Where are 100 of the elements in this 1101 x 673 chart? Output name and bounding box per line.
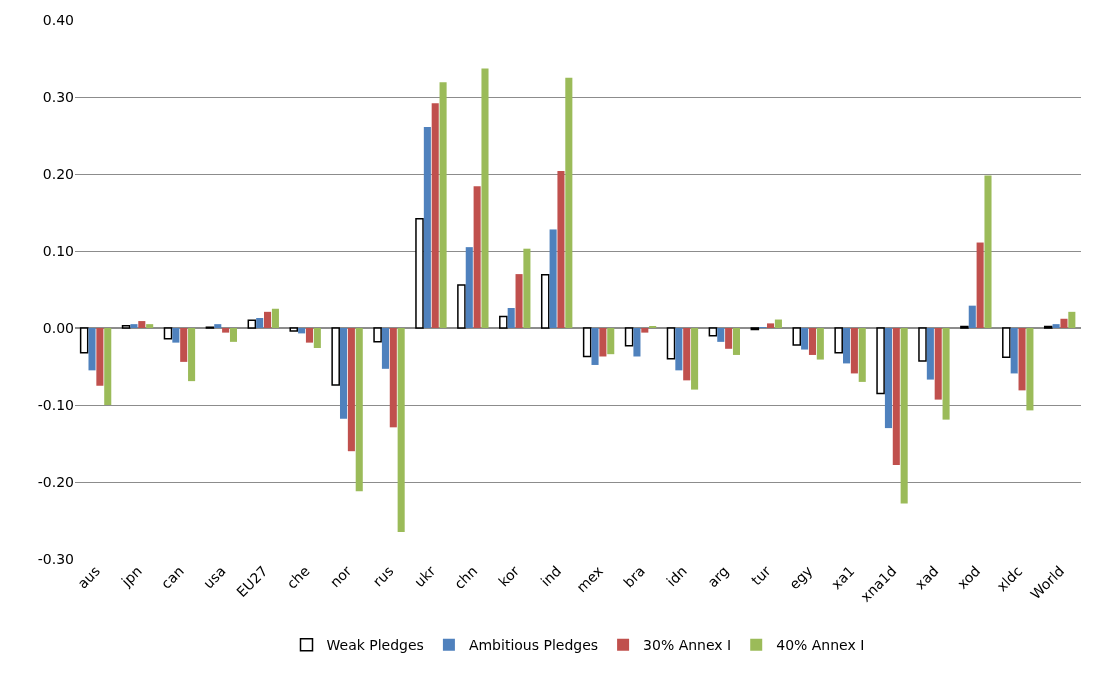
legend-label: Weak Pledges: [326, 637, 424, 654]
bar: [816, 328, 824, 360]
bar: [540, 274, 550, 329]
y-tick-label: -0.30: [37, 550, 74, 567]
bar: [633, 328, 641, 357]
bar: [984, 175, 992, 328]
bar: [968, 305, 976, 328]
bar: [298, 328, 306, 334]
bar: [717, 328, 725, 342]
bar: [942, 328, 950, 420]
bar: [1060, 318, 1068, 328]
bar: [918, 327, 927, 362]
bar: [732, 328, 741, 355]
y-tick-label: 0.20: [42, 165, 74, 182]
bar: [465, 247, 473, 328]
bar: [523, 248, 531, 328]
bar: [264, 311, 272, 328]
bar: [876, 327, 885, 395]
bar: [439, 82, 447, 328]
bar: [599, 328, 607, 357]
bar: [1026, 328, 1034, 411]
x-tick-label: nor: [326, 562, 355, 591]
x-tick-label: che: [283, 562, 313, 592]
x-tick-label: idn: [663, 562, 690, 590]
y-tick-label: 0.40: [42, 11, 74, 28]
bar: [850, 328, 858, 374]
bar: [934, 328, 942, 400]
x-tick-label: chn: [450, 562, 481, 593]
bar: [138, 321, 146, 328]
bar: [683, 328, 691, 381]
bar: [431, 103, 439, 328]
bar: [675, 328, 683, 371]
bar: [801, 328, 809, 350]
bar: [104, 328, 112, 405]
bar: [271, 308, 279, 328]
bar: [79, 327, 89, 354]
bar: [289, 327, 299, 332]
bar: [146, 324, 154, 328]
bar: [481, 68, 489, 328]
bar: [666, 327, 676, 360]
bar: [423, 127, 431, 328]
bar: [331, 327, 340, 386]
bar: [808, 328, 817, 355]
bar: [624, 327, 634, 347]
x-tick-label: can: [157, 562, 187, 592]
bar: [457, 284, 466, 329]
bar: [355, 328, 363, 492]
bar: [130, 324, 138, 328]
bar: [499, 315, 508, 329]
bar: [88, 328, 96, 371]
bar: [256, 317, 264, 328]
bar: [641, 328, 649, 333]
bar: [347, 328, 355, 452]
bar: [691, 328, 699, 390]
x-tick-label: bra: [620, 562, 648, 591]
bar: [900, 328, 908, 504]
bar: [515, 274, 523, 328]
x-tick-label: jpn: [117, 562, 145, 591]
bar: [582, 327, 592, 358]
bar: [1068, 311, 1076, 328]
bar: [1018, 328, 1026, 391]
bar: [557, 170, 565, 328]
bar: [565, 77, 573, 328]
legend-label: 40% Annex I: [776, 637, 865, 654]
bar: [313, 328, 321, 349]
bar: [725, 328, 733, 349]
bar: [96, 328, 104, 386]
bar: [415, 217, 424, 329]
legend-label: 30% Annex I: [643, 637, 732, 654]
bar: [339, 328, 348, 419]
bar: [381, 328, 389, 369]
bar: [607, 328, 615, 355]
bar: [229, 328, 238, 342]
x-tick-label: ind: [537, 562, 565, 590]
bar: [397, 328, 405, 533]
bar: [188, 328, 196, 382]
bar: [884, 328, 892, 429]
y-tick-label: -0.20: [37, 473, 74, 490]
bar: [591, 328, 599, 365]
bar: [305, 328, 314, 343]
bar: [389, 328, 397, 428]
x-tick-label: egy: [786, 562, 816, 593]
bar: [834, 327, 843, 354]
bar: [247, 319, 257, 329]
x-tick-label: arg: [704, 562, 732, 591]
bar: [842, 328, 851, 364]
x-tick-label: ukr: [410, 562, 439, 591]
bar: [892, 328, 900, 466]
y-tick-label: 0.30: [42, 88, 74, 105]
x-tick-label: rus: [369, 562, 397, 590]
x-tick-label: aus: [74, 562, 104, 592]
bar: [708, 327, 718, 337]
bar: [767, 323, 775, 328]
bar: [976, 242, 984, 328]
bar: [858, 328, 866, 382]
bar: [172, 328, 180, 343]
bar: [222, 328, 230, 333]
bar: [774, 319, 782, 328]
x-tick-label: usa: [199, 562, 229, 592]
x-tick-label: xa1: [827, 562, 858, 593]
